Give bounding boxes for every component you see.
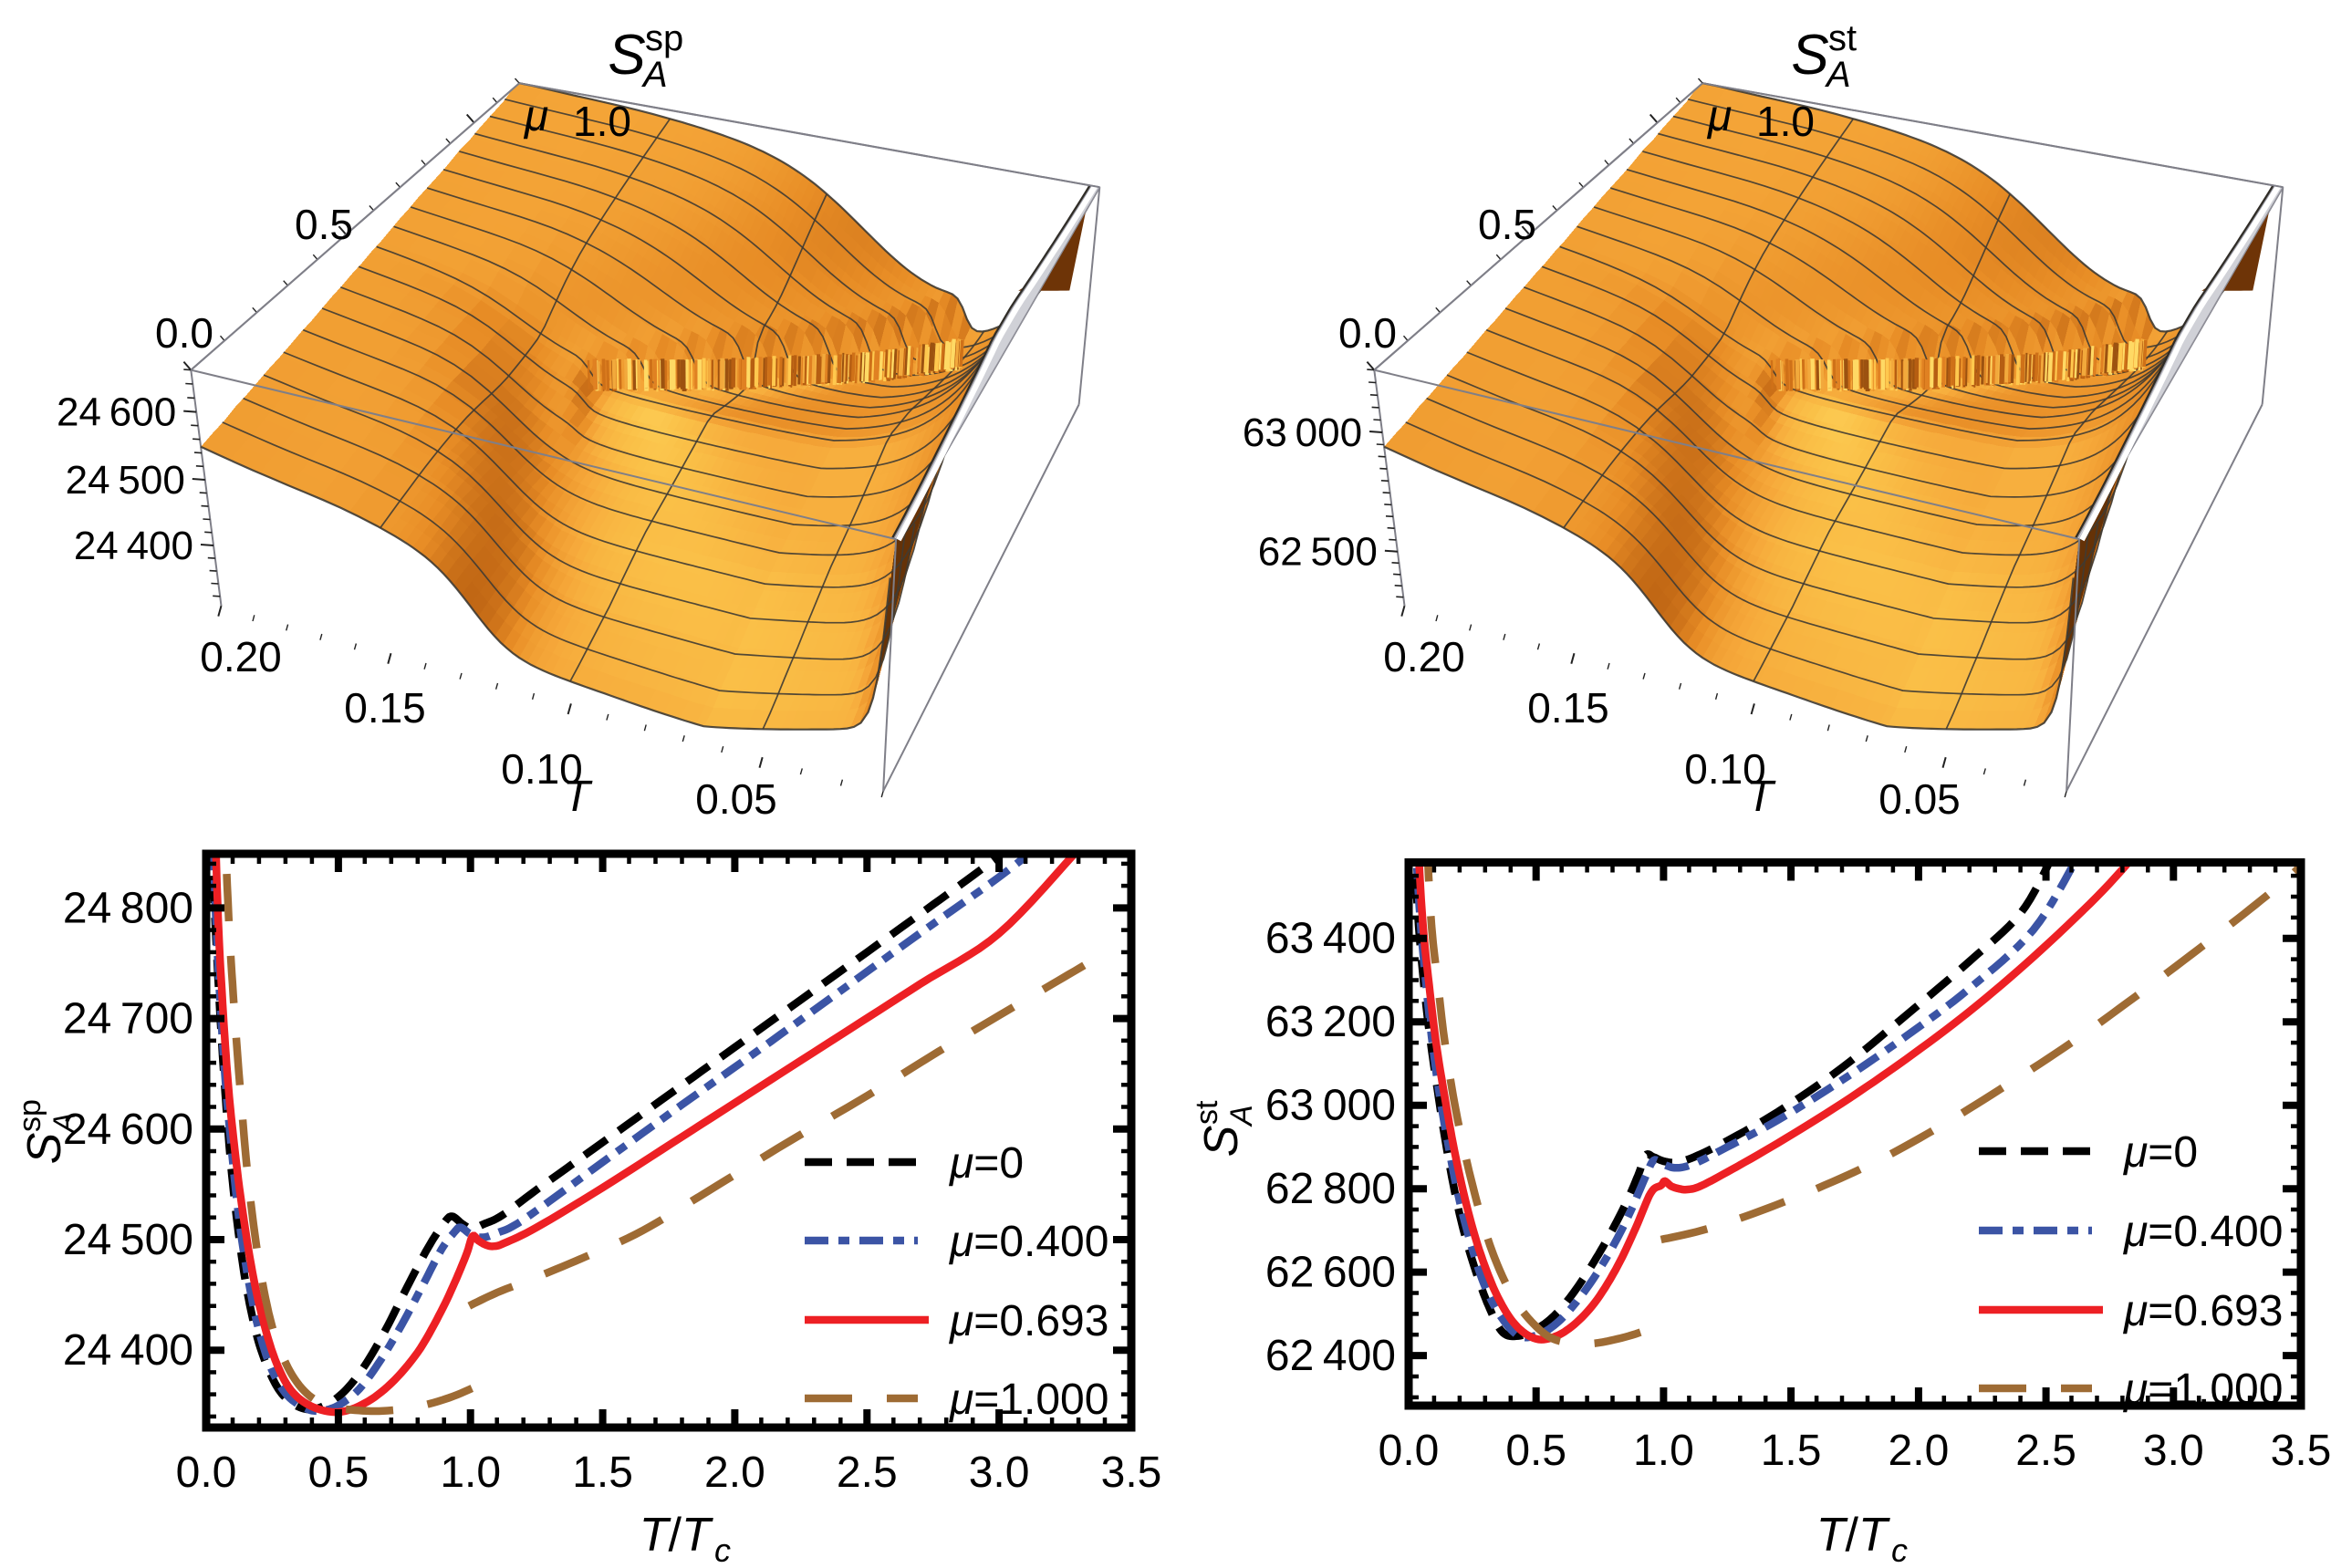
svg-text:24 400: 24 400 — [63, 1326, 193, 1375]
svg-text:24 800: 24 800 — [63, 884, 193, 932]
svg-text:62 600: 62 600 — [1265, 1249, 1396, 1297]
svg-text:63 000: 63 000 — [1243, 410, 1362, 455]
svg-text:μ=0.693: μ=0.693 — [2122, 1287, 2283, 1335]
svg-text:0.20: 0.20 — [200, 633, 282, 680]
svg-text:A: A — [1825, 55, 1851, 95]
svg-text:24 700: 24 700 — [63, 995, 193, 1044]
svg-text:T: T — [1746, 773, 1776, 821]
svg-text:0.15: 0.15 — [344, 684, 426, 732]
svg-text:μ=0.400: μ=0.400 — [2122, 1208, 2283, 1256]
svg-text:2.5: 2.5 — [837, 1449, 898, 1497]
svg-text:1.0: 1.0 — [1756, 98, 1815, 145]
svg-text:0.5: 0.5 — [1478, 201, 1536, 248]
svg-text:0.0: 0.0 — [176, 1449, 237, 1497]
svg-text:1.5: 1.5 — [1761, 1427, 1822, 1475]
svg-text:0.5: 0.5 — [308, 1449, 369, 1497]
svg-text:62 800: 62 800 — [1265, 1165, 1396, 1213]
svg-text:T: T — [682, 1509, 713, 1562]
svg-text:0.0: 0.0 — [1379, 1427, 1440, 1475]
svg-text:24 600: 24 600 — [57, 390, 176, 435]
svg-text:24 500: 24 500 — [63, 1216, 193, 1264]
svg-text:63 200: 63 200 — [1265, 998, 1396, 1046]
svg-text:0.5: 0.5 — [1505, 1427, 1566, 1475]
svg-text:3.0: 3.0 — [969, 1449, 1030, 1497]
svg-text:S: S — [1791, 24, 1828, 87]
svg-text:24 600: 24 600 — [63, 1106, 193, 1154]
svg-text:0.5: 0.5 — [295, 201, 353, 248]
svg-text:st: st — [1190, 1100, 1224, 1125]
svg-text:63 000: 63 000 — [1265, 1082, 1396, 1130]
svg-text:0.0: 0.0 — [155, 309, 213, 357]
svg-text:μ=1.000: μ=1.000 — [2122, 1366, 2283, 1414]
svg-text:μ=0.693: μ=0.693 — [948, 1297, 1108, 1345]
svg-text:A: A — [641, 55, 668, 95]
svg-text:3.5: 3.5 — [2271, 1427, 2331, 1475]
svg-text:2.0: 2.0 — [1889, 1427, 1950, 1475]
svg-text:24 500: 24 500 — [66, 458, 185, 503]
svg-text:sp: sp — [645, 18, 683, 58]
svg-text:2.5: 2.5 — [2015, 1427, 2076, 1475]
svg-text:62 500: 62 500 — [1258, 530, 1378, 575]
svg-text:c: c — [1891, 1532, 1908, 1563]
svg-text:T: T — [563, 773, 593, 821]
svg-text:S: S — [18, 1132, 71, 1164]
svg-text:0.10: 0.10 — [501, 745, 583, 793]
svg-text:μ=0: μ=0 — [2122, 1128, 2198, 1177]
svg-text:S: S — [1195, 1125, 1248, 1157]
svg-text:1.0: 1.0 — [440, 1449, 501, 1497]
svg-text:A: A — [47, 1112, 82, 1135]
svg-text:μ=0.400: μ=0.400 — [948, 1218, 1108, 1266]
svg-text:0.05: 0.05 — [695, 775, 777, 823]
svg-text:μ: μ — [1706, 92, 1732, 140]
svg-text:0.05: 0.05 — [1878, 775, 1961, 823]
svg-text:0.10: 0.10 — [1684, 745, 1766, 793]
svg-text:0.20: 0.20 — [1383, 633, 1465, 680]
svg-text:2.0: 2.0 — [704, 1449, 765, 1497]
svg-text:S: S — [608, 24, 645, 87]
svg-text:1.5: 1.5 — [572, 1449, 633, 1497]
svg-text:0.15: 0.15 — [1527, 684, 1609, 732]
svg-text:c: c — [714, 1532, 731, 1563]
svg-text:24 400: 24 400 — [74, 524, 193, 568]
svg-text:T/: T/ — [640, 1509, 682, 1562]
svg-text:62 400: 62 400 — [1265, 1332, 1396, 1380]
svg-text:0.0: 0.0 — [1338, 309, 1397, 357]
svg-text:1.0: 1.0 — [573, 98, 631, 145]
svg-text:1.0: 1.0 — [1633, 1427, 1694, 1475]
svg-text:μ=1.000: μ=1.000 — [948, 1376, 1108, 1424]
svg-text:st: st — [1828, 18, 1857, 58]
svg-text:3.5: 3.5 — [1101, 1449, 1162, 1497]
svg-text:A: A — [1224, 1105, 1259, 1127]
svg-text:3.0: 3.0 — [2143, 1427, 2204, 1475]
svg-text:μ: μ — [523, 92, 548, 140]
svg-text:sp: sp — [13, 1099, 47, 1132]
svg-text:63 400: 63 400 — [1265, 915, 1396, 963]
svg-text:T/: T/ — [1816, 1509, 1859, 1562]
svg-text:T: T — [1858, 1509, 1890, 1562]
svg-text:μ=0: μ=0 — [948, 1139, 1024, 1188]
